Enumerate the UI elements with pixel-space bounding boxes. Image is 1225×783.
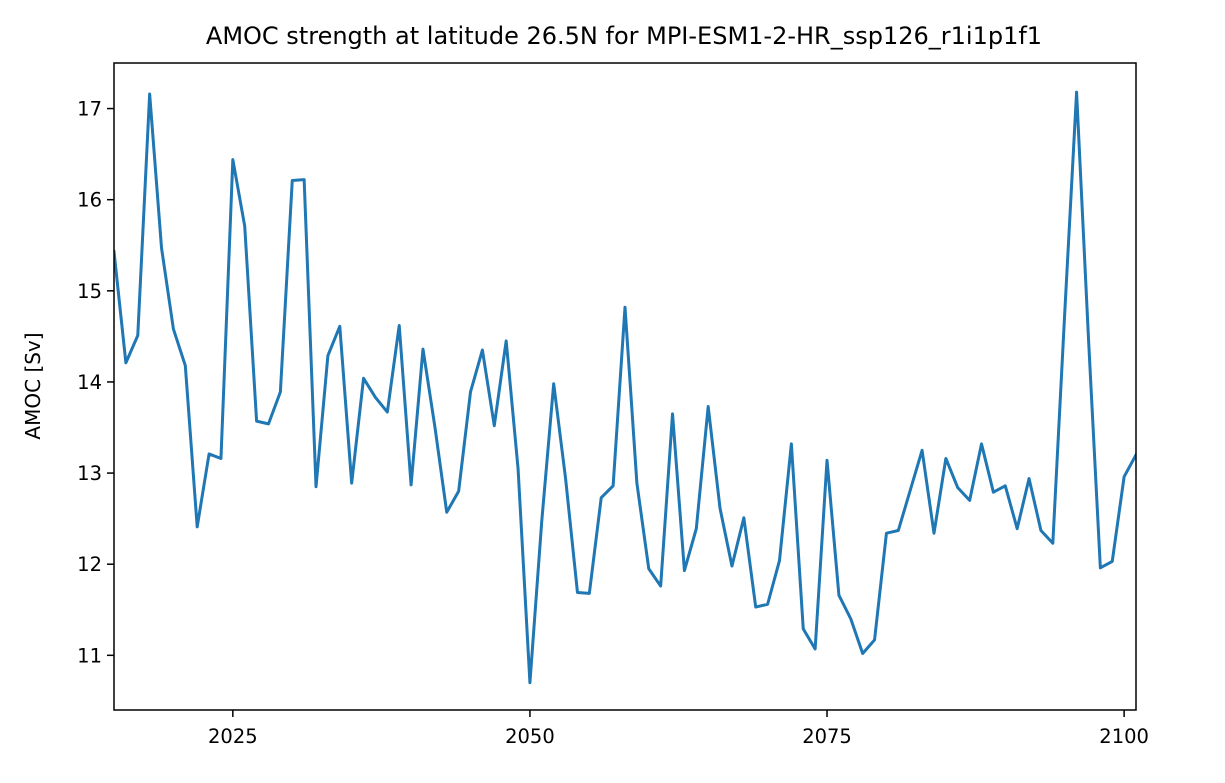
y-tick-label-11: 11 [77, 644, 102, 667]
series-line-amoc [114, 90, 1136, 685]
x-axis: 2025 2050 2075 2100 [208, 710, 1149, 748]
y-tick-label-12: 12 [77, 553, 102, 576]
plot-area [113, 62, 1137, 711]
chart-title: AMOC strength at latitude 26.5N for MPI-… [206, 22, 1042, 50]
y-tick-label-16: 16 [77, 189, 102, 212]
y-tick-label-14: 14 [77, 371, 102, 394]
y-tick-label-13: 13 [77, 462, 102, 485]
x-tick-label-2075: 2075 [802, 725, 852, 748]
x-tick-label-2025: 2025 [208, 725, 258, 748]
x-tick-label-2050: 2050 [505, 725, 555, 748]
y-axis-label: AMOC [Sv] [21, 332, 45, 439]
y-tick-label-17: 17 [77, 98, 102, 121]
y-tick-label-15: 15 [77, 280, 102, 303]
y-axis: 11 12 13 14 15 16 17 [77, 98, 114, 667]
plot-frame [113, 62, 1137, 711]
x-tick-label-2100: 2100 [1099, 725, 1149, 748]
